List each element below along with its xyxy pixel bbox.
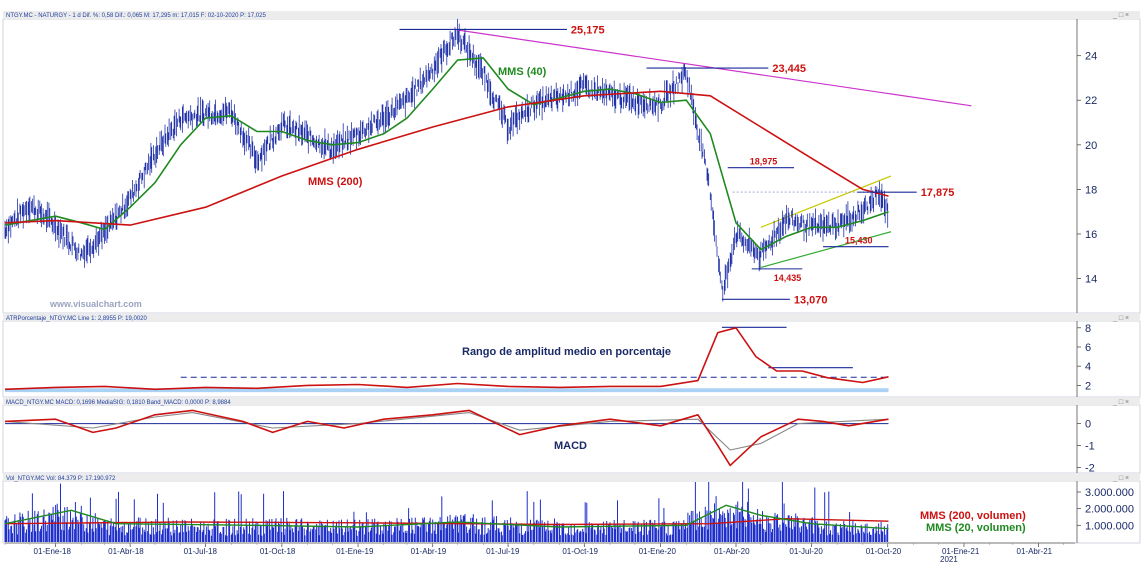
level-label-2: 18,975 — [750, 157, 778, 167]
x-tick-label-7: 01-Oct-19 — [562, 547, 598, 556]
price-window-buttons[interactable]: _ □ × — [1112, 12, 1129, 19]
price-ytick-label-1: 22 — [1085, 95, 1097, 107]
macd-ytick-label-2: -2 — [1085, 463, 1095, 475]
macd-ytick-label-1: -1 — [1085, 441, 1095, 453]
price-ytick-label-0: 24 — [1085, 51, 1097, 63]
volume-bars — [4, 482, 889, 542]
atr-band — [5, 388, 889, 393]
level-label-6: 13,070 — [794, 294, 828, 306]
atr-window-buttons[interactable]: _ □ × — [1112, 315, 1129, 322]
signal-line — [4, 412, 889, 451]
volume-mms20-line — [4, 504, 889, 530]
price-ytick-label-5: 14 — [1085, 274, 1097, 286]
x-tick-label-5: 01-Abr-19 — [411, 547, 447, 556]
price-ytick-label-3: 18 — [1085, 184, 1097, 196]
volume-panel: 3.000.000 2.000.000 1.000.000 — [4, 482, 1134, 542]
price-header: NTGY.MC - NATURGY - 1 d Dif. %: 0,58 Dif… — [6, 13, 266, 19]
macd-line — [4, 409, 889, 467]
level-label-4: 14,435 — [774, 273, 802, 283]
atr-frame — [2, 320, 1141, 398]
x-tick-label-3: 01-Oct-18 — [260, 547, 296, 556]
x-tick-label-11: 01-Oct-20 — [866, 547, 902, 556]
mms20-volume-label: MMS (20, volumen) — [926, 522, 1026, 534]
mms200-label: MMS (200) — [308, 176, 363, 188]
x-tick-label-13: 01-Abr-21 — [1017, 547, 1053, 556]
mms40-line — [4, 57, 889, 251]
atr-header: ATRPorcentaje_NTGY.MC Line 1: 2,8955 P: … — [6, 316, 148, 322]
x-tick-label-0: 01-Ene-18 — [34, 547, 72, 556]
price-ytick-label-4: 16 — [1085, 229, 1097, 241]
volume-mms200-line — [4, 518, 889, 526]
atr-ytick-label-2: 4 — [1085, 361, 1091, 373]
volume-header: Vol_NTGY.MC Vol: 84.379 P: 17.190.972 — [6, 476, 116, 482]
atr-line — [4, 327, 889, 391]
price-frame — [2, 18, 1141, 314]
level-label-1: 23,445 — [772, 63, 806, 75]
mms40-label: MMS (40) — [498, 66, 547, 78]
x-tick-label-9: 01-Abr-20 — [714, 547, 750, 556]
x-tick-label-10: 01-Jul-20 — [789, 547, 823, 556]
volume-ytick-label-2: 1.000.000 — [1085, 520, 1134, 532]
x-tick-label-12: 01-Ene-21 — [942, 547, 980, 556]
macd-header-strip — [3, 398, 1140, 405]
price-ytick-label-2: 20 — [1085, 140, 1097, 152]
price-header-strip — [3, 11, 1140, 19]
axes: 01-Ene-18 01-Abr-18 01-Jul-18 01-Oct-18 01-E… — [4, 542, 1075, 556]
volume-header-strip — [3, 474, 1140, 481]
atr-ytick-label-0: 8 — [1085, 323, 1091, 335]
level-label-5: 15,430 — [845, 236, 873, 246]
level-label-3: 17,875 — [921, 187, 955, 199]
x-tick-label-1: 01-Abr-18 — [108, 547, 144, 556]
volume-ytick-label-0: 3.000.000 — [1085, 487, 1134, 499]
mms200-volume-label: MMS (200, volumen) — [920, 510, 1026, 522]
atr-ytick-label-3: 2 — [1085, 380, 1091, 392]
macd-header: MACD_NTGY.MC MACD: 0,1696 MediaSIG: 0,18… — [6, 400, 231, 406]
year-label: 2021 — [940, 555, 958, 564]
volume-ytick-label-1: 2.000.000 — [1085, 504, 1134, 516]
x-tick-label-2: 01-Jul-18 — [184, 547, 218, 556]
macd-ytick-label-0: 0 — [1085, 419, 1091, 431]
x-tick-label-8: 01-Ene-20 — [639, 547, 677, 556]
level-label-0: 25,175 — [571, 24, 605, 36]
trendline-2 — [760, 231, 892, 268]
macd-panel: 0 -1 -2 — [4, 409, 1095, 475]
macd-window-buttons[interactable]: _ □ × — [1112, 399, 1129, 406]
macd-title: MACD — [554, 440, 587, 452]
atr-title: Rango de amplitud medio en porcentaje — [462, 346, 671, 358]
atr-ytick-label-1: 6 — [1085, 342, 1091, 354]
volume-window-buttons[interactable]: _ □ × — [1112, 475, 1129, 482]
x-tick-label-6: 01-Jul-19 — [486, 547, 520, 556]
atr-header-strip — [3, 314, 1140, 321]
atr-panel: 8 6 4 2 — [4, 323, 1091, 393]
watermark: www.visualchart.com — [49, 299, 142, 309]
price-panel: 25,175 23,445 18,975 17,875 14,435 15,430 13,0… — [4, 18, 1097, 306]
mms200-line — [4, 90, 889, 226]
x-tick-label-4: 01-Ene-19 — [336, 547, 374, 556]
